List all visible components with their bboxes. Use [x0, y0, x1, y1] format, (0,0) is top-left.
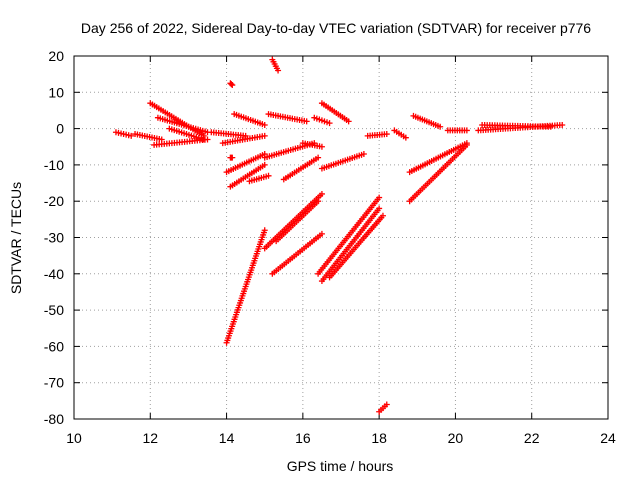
data-point: [326, 120, 333, 127]
y-tick-label: -40: [44, 266, 64, 282]
data-series: [315, 194, 383, 277]
y-tick-label: 0: [56, 121, 64, 137]
data-point: [547, 123, 554, 130]
data-point: [261, 161, 268, 168]
y-tick-label: -60: [44, 338, 64, 354]
data-series: [364, 131, 390, 139]
data-point: [379, 212, 386, 219]
data-point: [376, 194, 383, 201]
data-point: [318, 230, 325, 237]
data-point: [229, 154, 236, 161]
grid: [74, 56, 608, 419]
x-tick-label: 22: [524, 430, 540, 446]
data-point: [463, 141, 470, 148]
data-point: [315, 154, 322, 161]
data-point: [229, 82, 236, 89]
y-tick-label: -70: [44, 375, 64, 391]
x-tick-label: 24: [600, 430, 616, 446]
data-series: [273, 198, 322, 245]
data-point: [376, 205, 383, 212]
data-point: [228, 81, 235, 88]
data-series: [410, 112, 444, 130]
data-series: [479, 121, 554, 130]
data-series: [246, 172, 272, 185]
y-tick-label: 10: [48, 84, 64, 100]
x-tick-label: 10: [66, 430, 82, 446]
data-series: [112, 129, 135, 139]
data-series: [223, 151, 268, 176]
data-point: [303, 118, 310, 125]
data-point: [383, 131, 390, 138]
data-series: [151, 136, 211, 148]
data-points: [112, 56, 566, 415]
x-tick-label: 16: [295, 430, 311, 446]
data-series: [227, 80, 236, 89]
data-series: [269, 230, 325, 277]
x-tick-label: 12: [142, 430, 158, 446]
data-series: [406, 140, 470, 176]
x-tick-label: 18: [371, 430, 387, 446]
data-series: [231, 111, 268, 128]
data-series: [318, 205, 383, 285]
data-series: [280, 154, 322, 183]
data-point: [128, 132, 135, 139]
y-tick-labels: 20 10 0 -10 -20 -30 -40 -50 -60 -70 -80: [44, 48, 64, 427]
data-series: [154, 114, 211, 136]
x-axis-title: GPS time / hours: [287, 458, 394, 474]
data-series: [261, 190, 325, 252]
data-point: [463, 127, 470, 134]
x-tick-label: 20: [448, 430, 464, 446]
data-series: [326, 212, 386, 281]
data-point: [437, 123, 444, 130]
data-series: [376, 401, 390, 415]
data-series: [227, 161, 268, 190]
data-point: [318, 190, 325, 197]
data-point: [360, 151, 367, 158]
data-point: [275, 67, 282, 74]
y-tick-label: 20: [48, 48, 64, 64]
x-tick-label: 14: [219, 430, 235, 446]
x-tick-labels: 10 12 14 16 18 20 22 24: [66, 430, 616, 446]
data-point: [265, 172, 272, 179]
y-tick-label: -30: [44, 230, 64, 246]
data-series: [166, 125, 207, 143]
data-point: [261, 227, 268, 234]
data-series: [261, 140, 318, 161]
data-series: [219, 132, 268, 147]
data-point: [559, 121, 566, 128]
data-point: [261, 121, 268, 128]
chart-title: Day 256 of 2022, Sidereal Day-to-day VTE…: [81, 20, 591, 36]
y-tick-label: -80: [44, 411, 64, 427]
data-series: [265, 111, 310, 125]
data-series: [132, 131, 165, 143]
data-series: [269, 56, 282, 74]
data-series: [223, 227, 268, 346]
y-tick-label: -10: [44, 157, 64, 173]
data-point: [261, 132, 268, 139]
data-series: [208, 129, 249, 139]
y-tick-label: -20: [44, 193, 64, 209]
data-series: [318, 100, 352, 125]
data-series: [299, 140, 325, 150]
data-point: [318, 143, 325, 150]
data-point: [200, 136, 207, 143]
data-point: [383, 401, 390, 408]
data-series: [318, 151, 367, 172]
data-series: [444, 127, 470, 134]
data-point: [315, 198, 322, 205]
axis-ticks: [73, 55, 609, 420]
data-point: [402, 134, 409, 141]
data-series: [311, 114, 333, 127]
data-point: [345, 118, 352, 125]
data-series: [406, 141, 470, 205]
data-series: [391, 127, 409, 141]
y-tick-label: -50: [44, 302, 64, 318]
y-axis-title: SDTVAR / TECUs: [8, 182, 24, 294]
data-series: [227, 154, 236, 161]
